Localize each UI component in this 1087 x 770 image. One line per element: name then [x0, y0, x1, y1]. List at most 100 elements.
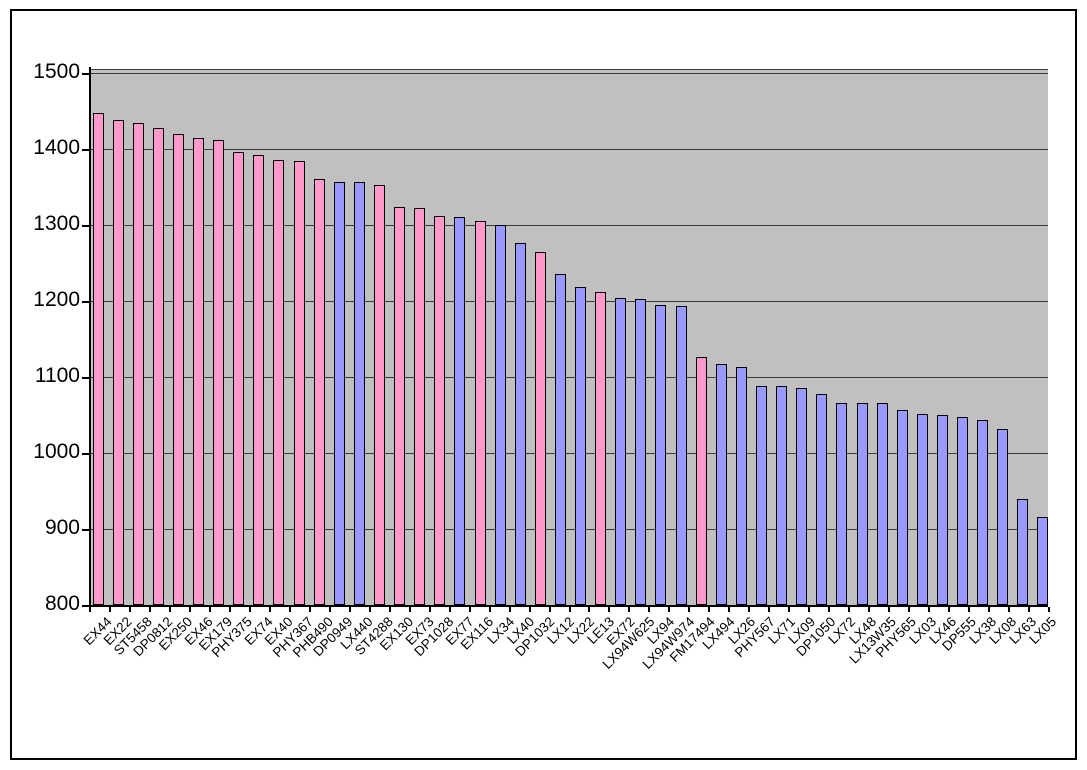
bar — [776, 386, 788, 605]
x-axis-tick — [888, 607, 891, 612]
x-axis-tick — [128, 607, 131, 612]
gridline-1400 — [91, 149, 1048, 150]
bar — [554, 274, 566, 605]
bar — [997, 428, 1009, 605]
bar — [233, 152, 245, 605]
x-axis-tick — [748, 607, 751, 612]
x-axis-tick — [1028, 607, 1031, 612]
x-axis-tick — [728, 607, 731, 612]
y-tick-900 — [82, 529, 89, 531]
x-axis-tick — [928, 607, 931, 612]
x-axis-tick — [908, 607, 911, 612]
y-axis-tick-label: 900 — [44, 516, 80, 540]
bar — [575, 287, 587, 605]
bar — [595, 291, 607, 605]
x-axis-tick — [568, 607, 571, 612]
x-axis-tick — [308, 607, 311, 612]
x-axis-tick — [448, 607, 451, 612]
x-axis-tick — [848, 607, 851, 612]
x-axis-tick — [388, 607, 391, 612]
bar — [454, 217, 466, 605]
x-axis-tick — [368, 607, 371, 612]
x-axis-tick — [428, 607, 431, 612]
y-axis-tick-label: 1500 — [33, 60, 80, 84]
bar — [152, 127, 164, 605]
bar — [394, 206, 406, 605]
x-axis-tick — [408, 607, 411, 612]
x-axis-tick — [508, 607, 511, 612]
y-tick-1200 — [82, 301, 89, 303]
bar — [755, 386, 767, 605]
x-axis-tick — [868, 607, 871, 612]
bar — [655, 304, 667, 605]
x-axis-tick — [528, 607, 531, 612]
bar — [615, 297, 627, 605]
bar — [936, 415, 948, 605]
y-axis-tick-label: 1400 — [33, 136, 80, 160]
bar — [193, 137, 205, 605]
y-tick-1500 — [82, 73, 89, 75]
bar — [1037, 516, 1049, 605]
x-axis-tick — [548, 607, 551, 612]
x-axis-tick — [488, 607, 491, 612]
bar — [635, 298, 647, 605]
bar — [534, 251, 546, 605]
x-axis-tick — [208, 607, 211, 612]
gridline-1500 — [91, 73, 1048, 74]
bar — [112, 120, 124, 605]
bar — [434, 215, 446, 605]
y-axis-line — [89, 67, 91, 610]
y-axis-tick-label: 800 — [44, 592, 80, 616]
bar — [715, 364, 727, 605]
bar — [856, 402, 868, 605]
x-axis-tick — [788, 607, 791, 612]
bar — [293, 161, 305, 605]
bar — [876, 402, 888, 605]
x-axis-tick — [328, 607, 331, 612]
gridline-1200 — [91, 301, 1048, 302]
bar — [675, 306, 687, 605]
y-tick-1100 — [82, 377, 89, 379]
chart-outer-frame: 800 900 1000 1100 1200 1300 1400 1500 EX44 EX22 ST… — [10, 9, 1077, 760]
x-axis-tick — [948, 607, 951, 612]
x-axis-line — [89, 605, 1048, 607]
x-axis-tick — [168, 607, 171, 612]
gridline-1000 — [91, 453, 1048, 454]
gridline-1300 — [91, 225, 1048, 226]
y-axis-tick-label: 1300 — [33, 212, 80, 236]
y-tick-800 — [82, 605, 89, 607]
bar — [273, 159, 285, 605]
bar — [213, 139, 225, 605]
x-axis-tick — [188, 607, 191, 612]
x-axis-tick — [268, 607, 271, 612]
x-axis-tick — [288, 607, 291, 612]
bar — [172, 133, 184, 605]
x-axis-tick — [468, 607, 471, 612]
x-axis-tick — [248, 607, 251, 612]
plot-area — [91, 69, 1048, 606]
y-axis-tick-label: 1200 — [33, 288, 80, 312]
x-axis-tick — [108, 607, 111, 612]
bar — [373, 185, 385, 605]
bar — [414, 208, 426, 605]
x-axis-tick — [808, 607, 811, 612]
x-axis-tick — [828, 607, 831, 612]
bar — [1017, 498, 1029, 605]
bar — [333, 181, 345, 605]
bar — [474, 221, 486, 605]
bar — [916, 414, 928, 605]
gridline-900 — [91, 529, 1048, 530]
x-axis-tick — [668, 607, 671, 612]
x-axis-tick — [588, 607, 591, 612]
x-axis-tick — [968, 607, 971, 612]
bar — [695, 357, 707, 605]
y-axis-tick-label: 1000 — [33, 440, 80, 464]
y-tick-1400 — [82, 149, 89, 151]
x-axis-tick — [89, 607, 91, 612]
y-tick-1000 — [82, 453, 89, 455]
bar — [896, 410, 908, 605]
bar — [796, 388, 808, 605]
x-axis-tick — [348, 607, 351, 612]
